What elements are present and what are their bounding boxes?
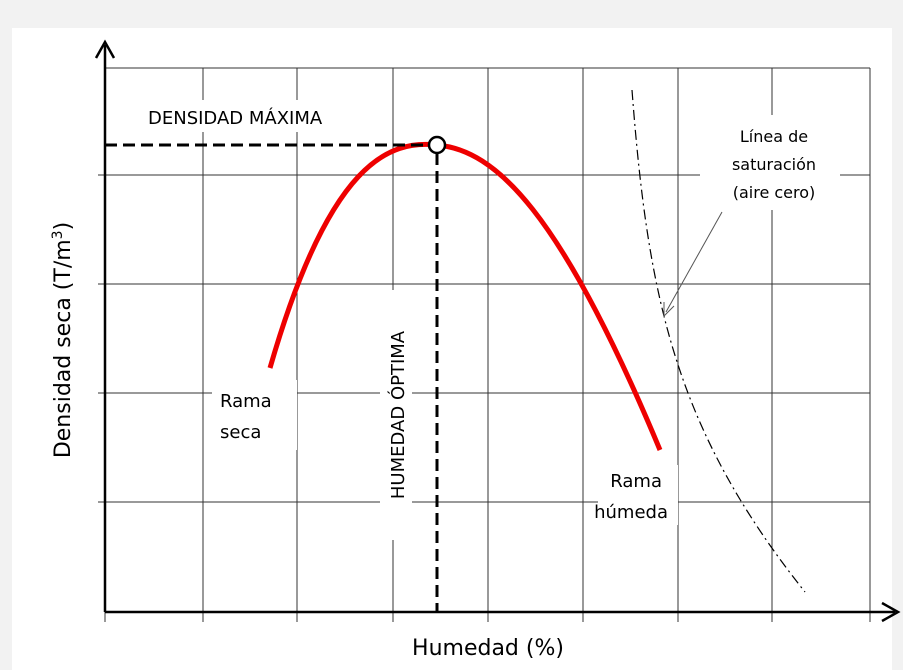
max-density-label: DENSIDAD MÁXIMA xyxy=(148,107,323,129)
dry-branch-label: Rama xyxy=(220,391,272,412)
saturation-line xyxy=(631,89,806,593)
optimum-moisture-label: HUMEDAD ÓPTIMA xyxy=(387,330,409,499)
saturation-label: saturación xyxy=(732,155,816,174)
label-backgrounds xyxy=(140,100,840,540)
wet-branch-label: Rama xyxy=(610,471,662,492)
saturation-pointer xyxy=(665,211,723,313)
pointer-head xyxy=(663,302,675,318)
optimum-point xyxy=(427,135,447,155)
saturation-label: (aire cero) xyxy=(733,183,816,202)
x-axis-label: Humedad (%) xyxy=(412,636,564,661)
wet-branch-label: húmeda xyxy=(594,502,668,523)
y-axis-label: Densidad seca (T/m3) xyxy=(50,222,76,458)
dry-branch-label: seca xyxy=(220,422,261,443)
axes xyxy=(94,39,901,623)
saturation-label: Línea de xyxy=(740,127,808,146)
